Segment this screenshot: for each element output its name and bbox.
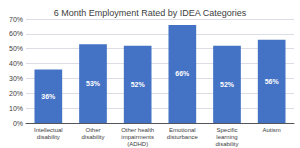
svg-text:Other health: Other health	[121, 127, 154, 133]
svg-text:6 Month Employment Rated by ID: 6 Month Employment Rated by IDEA Categor…	[54, 8, 247, 18]
svg-text:52%: 52%	[220, 81, 235, 88]
svg-text:disturbance: disturbance	[167, 134, 199, 140]
svg-text:10%: 10%	[9, 105, 23, 112]
svg-text:0%: 0%	[13, 120, 23, 127]
svg-text:impairments: impairments	[121, 134, 154, 140]
svg-text:50%: 50%	[9, 45, 23, 52]
svg-text:learning: learning	[216, 134, 237, 140]
svg-text:(ADHD): (ADHD)	[127, 141, 148, 147]
svg-text:disability: disability	[215, 141, 238, 147]
svg-text:53%: 53%	[86, 80, 101, 87]
svg-text:60%: 60%	[9, 30, 23, 37]
svg-text:40%: 40%	[9, 60, 23, 67]
svg-text:20%: 20%	[9, 90, 23, 97]
svg-text:disability: disability	[81, 134, 104, 140]
svg-text:Autism: Autism	[262, 127, 280, 133]
svg-text:56%: 56%	[265, 78, 280, 85]
svg-text:52%: 52%	[131, 81, 146, 88]
svg-text:disability: disability	[37, 134, 60, 140]
svg-text:36%: 36%	[41, 93, 56, 100]
svg-text:Emotional: Emotional	[169, 127, 196, 133]
svg-text:Intellectual: Intellectual	[34, 127, 63, 133]
svg-text:Specific: Specific	[216, 127, 237, 133]
svg-text:Other: Other	[85, 127, 100, 133]
svg-text:66%: 66%	[175, 70, 190, 77]
svg-text:70%: 70%	[9, 16, 23, 23]
svg-text:30%: 30%	[9, 75, 23, 82]
